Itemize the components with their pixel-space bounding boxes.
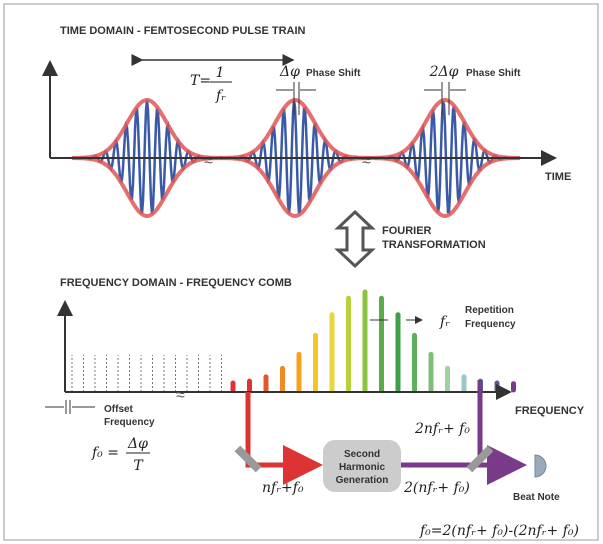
spacing-1: Repetition: [465, 305, 514, 316]
offset-2: Frequency: [104, 417, 155, 428]
fourier-2: TRANSFORMATION: [382, 239, 486, 251]
period-num: 1: [216, 65, 225, 81]
freq-title: FREQUENCY DOMAIN - FREQUENCY COMB: [60, 277, 292, 289]
time-label: TIME: [545, 171, 571, 183]
offset-marker: [45, 400, 95, 414]
offset-lhs: f₀ =: [91, 445, 119, 461]
mirror-1: [234, 445, 262, 473]
doubled: 2(nfᵣ+ f₀): [403, 480, 470, 496]
spacing-2: Frequency: [465, 319, 516, 330]
offset-den: T: [133, 458, 144, 474]
frame: [3, 3, 599, 541]
offset-num: Δφ: [127, 436, 148, 452]
shg-3: Generation: [336, 475, 389, 486]
mirror-2: [466, 445, 494, 473]
shg-2: Harmonic: [339, 462, 386, 473]
time-title: TIME DOMAIN - FEMTOSECOND PULSE TRAIN: [60, 25, 306, 37]
high-line: 2nfᵣ+ f₀: [414, 421, 470, 437]
offset-1: Offset: [104, 404, 134, 415]
fourier-1: FOURIER: [382, 225, 432, 237]
comb: [71, 289, 516, 393]
detector-label: Beat Note: [513, 492, 560, 503]
fourier-arrow: [334, 209, 376, 269]
spacing-symbol: fᵣ: [439, 314, 450, 330]
break: ≈: [204, 153, 213, 170]
phase-marker-2: [424, 82, 466, 115]
envelope: [219, 97, 371, 219]
result: f₀=2(nfᵣ+ f₀)-(2nfᵣ+ f₀): [419, 523, 579, 539]
shg-box: [323, 440, 401, 492]
phase-shift-text-2: Phase Shift: [466, 68, 521, 79]
period-label: T=: [190, 73, 211, 89]
doubled-beam: [400, 380, 522, 465]
fundamental-beam: [245, 392, 323, 485]
break: ≈: [362, 153, 371, 170]
break: ≈: [176, 387, 185, 404]
phase-marker-1: [276, 82, 316, 115]
phase-shift-1: Δφ: [279, 64, 300, 80]
shg-1: Second: [344, 449, 380, 460]
low-line: nfᵣ+f₀: [262, 480, 304, 496]
phase-shift-2: 2Δφ: [429, 64, 459, 80]
detector: [534, 454, 547, 478]
phase-shift-text-1: Phase Shift: [306, 68, 361, 79]
freq-label: FREQUENCY: [515, 405, 585, 417]
period-den: fᵣ: [215, 88, 226, 104]
envelope: [71, 97, 223, 219]
envelope: [369, 97, 521, 219]
